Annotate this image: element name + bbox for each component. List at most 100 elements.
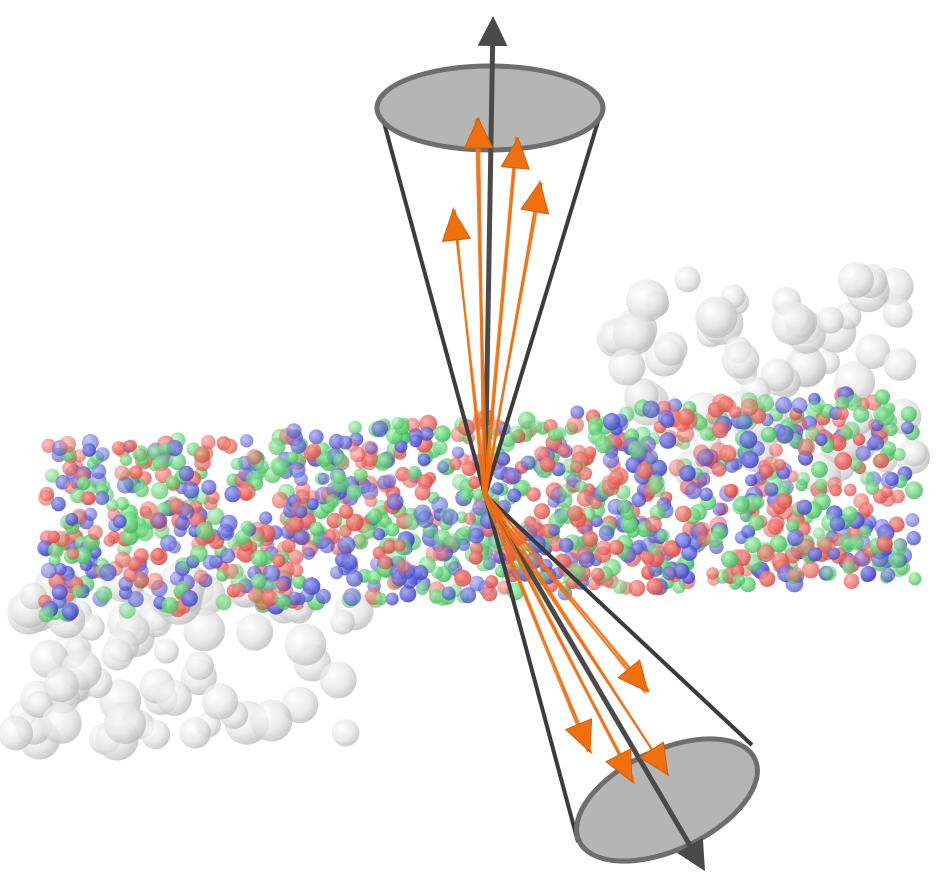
parton-sphere (119, 453, 133, 466)
parton-sphere (463, 512, 476, 525)
track-arrowhead (500, 136, 530, 170)
parton-sphere (419, 426, 434, 441)
remnant-sphere (179, 717, 211, 749)
remnant-sphere (626, 279, 669, 322)
parton-sphere (127, 591, 144, 608)
parton-sphere (774, 458, 786, 471)
parton-sphere (835, 396, 850, 411)
remnant-sphere (883, 348, 917, 381)
particle-track (485, 136, 518, 494)
parton-sphere (161, 596, 179, 614)
parton-sphere (890, 489, 905, 504)
parton-sphere (128, 465, 143, 480)
parton-sphere (206, 507, 225, 526)
parton-sphere (330, 566, 344, 580)
parton-sphere (718, 444, 737, 463)
parton-sphere (842, 560, 856, 575)
parton-sphere (602, 412, 621, 431)
parton-sphere (677, 408, 695, 426)
parton-sphere (413, 565, 429, 581)
parton-sphere (273, 593, 288, 607)
parton-sphere (641, 552, 655, 565)
parton-sphere (468, 527, 484, 544)
remnant-sphere (612, 312, 656, 356)
parton-sphere (415, 582, 429, 595)
particle-track (486, 492, 635, 785)
parton-sphere (834, 452, 853, 470)
parton-sphere (145, 572, 164, 591)
parton-sphere (360, 523, 376, 539)
parton-sphere (288, 516, 305, 533)
parton-sphere (325, 494, 339, 507)
parton-sphere (287, 591, 302, 606)
parton-sphere (99, 563, 117, 582)
parton-sphere (40, 562, 57, 579)
parton-sphere (656, 529, 670, 543)
parton-sphere (829, 516, 846, 532)
parton-sphere (338, 435, 353, 450)
parton-sphere (485, 575, 499, 589)
remnant-sphere (319, 661, 357, 699)
parton-sphere (472, 488, 485, 501)
parton-sphere (608, 539, 624, 556)
parton-sphere (841, 506, 858, 523)
parton-sphere (306, 443, 322, 459)
parton-sphere (880, 567, 896, 583)
parton-sphere (760, 426, 777, 443)
remnant-sphere (695, 296, 738, 339)
parton-sphere (491, 482, 504, 495)
remnant-sphere (900, 439, 928, 467)
parton-sphere (65, 512, 79, 526)
parton-sphere (668, 398, 682, 413)
parton-sphere (643, 449, 658, 465)
parton-sphere (331, 469, 347, 485)
remnant-sphere (855, 334, 891, 369)
parton-sphere (901, 421, 915, 435)
parton-sphere (645, 515, 662, 533)
parton-sphere (273, 579, 288, 594)
parton-sphere (115, 496, 129, 511)
parton-sphere (219, 548, 236, 564)
parton-sphere (151, 548, 164, 561)
parton-sphere (76, 476, 91, 491)
track-arrowhead (564, 718, 593, 754)
parton-sphere (237, 482, 256, 501)
parton-sphere (596, 540, 612, 556)
parton-sphere (346, 484, 362, 500)
parton-sphere (95, 447, 110, 462)
parton-sphere (250, 573, 267, 590)
parton-sphere (94, 490, 110, 506)
parton-sphere (461, 461, 477, 477)
parton-sphere (262, 564, 281, 583)
parton-sphere (399, 585, 417, 603)
parton-sphere (178, 465, 195, 482)
parton-sphere (300, 588, 314, 603)
parton-sphere (888, 551, 906, 569)
parton-sphere (87, 524, 103, 541)
parton-sphere (294, 489, 310, 505)
parton-sphere (281, 538, 296, 553)
parton-sphere (306, 498, 319, 511)
parton-sphere (240, 434, 254, 448)
parton-sphere (386, 493, 404, 511)
remnant-sphere (103, 701, 146, 745)
parton-sphere (908, 572, 922, 586)
parton-sphere (741, 451, 759, 469)
parton-sphere (371, 420, 389, 438)
parton-sphere (62, 460, 79, 477)
parton-sphere (905, 513, 920, 528)
parton-sphere (341, 554, 358, 571)
parton-sphere (570, 460, 583, 474)
remnant-sphere (760, 358, 795, 392)
parton-sphere (448, 457, 462, 471)
parton-sphere (293, 529, 309, 545)
parton-sphere (900, 406, 917, 423)
parton-sphere (631, 492, 647, 508)
track-arrowhead (520, 180, 550, 215)
parton-sphere (38, 606, 54, 623)
parton-sphere (309, 521, 324, 537)
parton-sphere (660, 413, 675, 429)
parton-sphere (271, 491, 289, 509)
parton-sphere (787, 528, 804, 546)
parton-sphere (442, 509, 459, 526)
